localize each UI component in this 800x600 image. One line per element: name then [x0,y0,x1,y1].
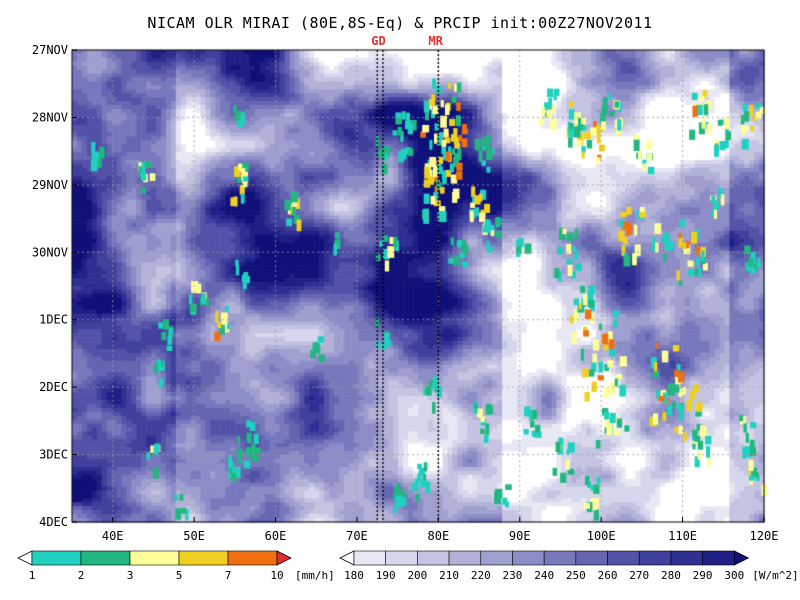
olr-colorbar-swatch [702,550,735,566]
x-tick-label: 80E [428,529,450,543]
x-tick-label: 60E [265,529,287,543]
olr-colorbar-arrow-left [339,550,355,566]
olr-colorbar-level-label: 270 [629,569,649,582]
chart-title: NICAM OLR MIRAI (80E,8S-Eq) & PRCIP init… [147,14,653,32]
olr-colorbar-unit: [W/m^2] [752,569,798,582]
olr-colorbar-swatch [417,550,450,566]
precip-colorbar-swatch [80,550,131,566]
y-tick-label: 30NOV [32,245,68,259]
x-tick-label: 120E [750,529,779,543]
olr-colorbar-swatch [480,550,513,566]
olr-colorbar-level-label: 190 [376,569,396,582]
precip-colorbar-swatch [31,550,82,566]
olr-colorbar-swatch [670,550,703,566]
marker-label-mr: MR [428,34,443,48]
precip-colorbar-arrow-right [276,550,292,566]
y-tick-label: 27NOV [32,43,68,57]
olr-colorbar-level-label: 290 [693,569,713,582]
olr-colorbar-swatch [607,550,640,566]
olr-colorbar-swatch [638,550,672,566]
olr-colorbar-level-label: 230 [503,569,523,582]
precip-colorbar-level-label: 2 [78,569,85,582]
olr-colorbar-swatch [512,550,545,566]
x-tick-label: 50E [183,529,205,543]
precip-colorbar-arrow-left [17,550,33,566]
precip-colorbar-level-label: 1 [29,569,36,582]
x-tick-label: 40E [102,529,124,543]
precip-colorbar-level-label: 3 [127,569,134,582]
x-tick-label: 110E [668,529,697,543]
x-tick-label: 70E [346,529,368,543]
precip-colorbar-level-label: 10 [270,569,283,582]
marker-label-gd: GD [371,34,386,48]
olr-colorbar-swatch [385,550,418,566]
y-tick-label: 29NOV [32,178,68,192]
olr-colorbar-level-label: 210 [439,569,459,582]
olr-colorbar-level-label: 180 [344,569,364,582]
x-tick-label: 90E [509,529,531,543]
olr-colorbar-level-label: 280 [661,569,681,582]
precip-colorbar-level-label: 5 [176,569,183,582]
y-tick-label: 28NOV [32,110,68,124]
olr-colorbar-level-label: 240 [534,569,554,582]
precip-colorbar-swatch [129,550,180,566]
y-tick-label: 1DEC [39,313,68,327]
y-tick-label: 2DEC [39,380,68,394]
precip-colorbar-swatch [178,550,229,566]
olr-colorbar-level-label: 200 [407,569,427,582]
olr-colorbar-level-label: 220 [471,569,491,582]
olr-colorbar-arrow-right [733,550,750,566]
olr-colorbar-level-label: 250 [566,569,586,582]
y-tick-label: 3DEC [39,448,68,462]
olr-colorbar-level-label: 260 [598,569,618,582]
olr-colorbar-swatch [353,550,386,566]
olr-colorbar-level-label: 300 [724,569,744,582]
olr-colorbar-swatch [543,550,577,566]
olr-colorbar-swatch [448,550,482,566]
x-tick-label: 100E [587,529,616,543]
precip-colorbar-level-label: 7 [225,569,232,582]
precip-colorbar-unit: [mm/h] [295,569,335,582]
y-tick-label: 4DEC [39,515,68,529]
precip-colorbar-swatch [227,550,278,566]
olr-colorbar-swatch [575,550,608,566]
